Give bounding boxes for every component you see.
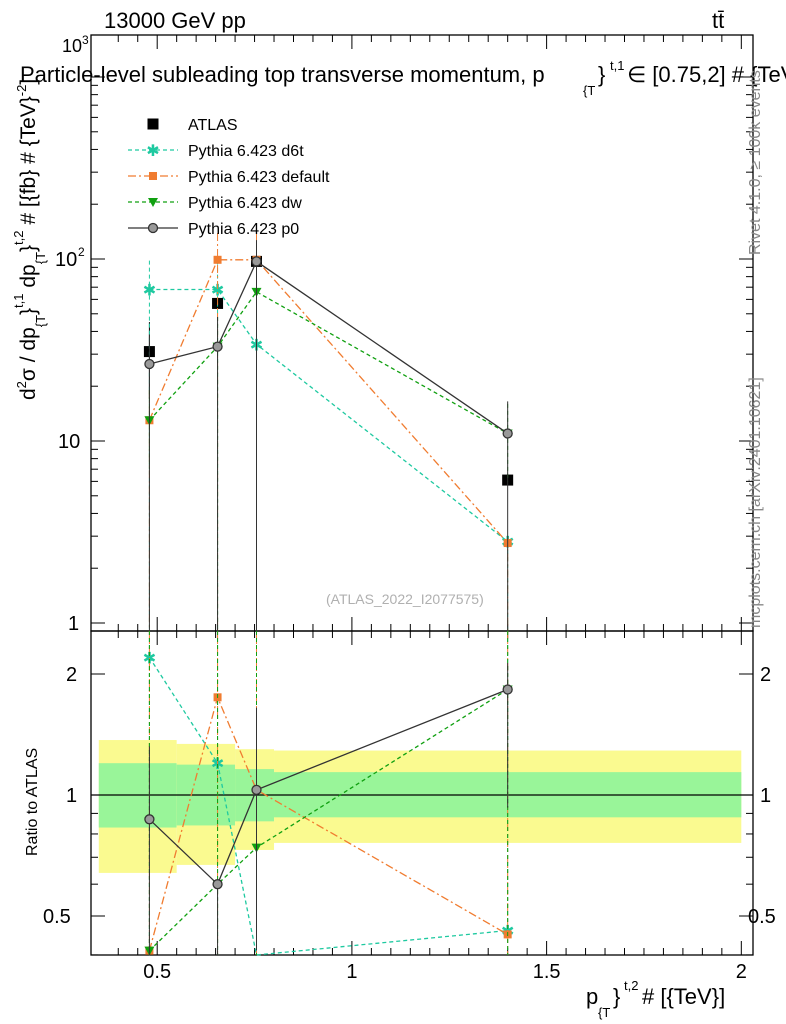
main-y-tick-sup: 2 [78,245,85,259]
legend-item: Pythia 6.423 p0 [128,221,299,238]
y-exponent-sup: 3 [82,33,89,47]
ratio-uncertainty-bands [91,740,753,873]
process-label: tt̄ [712,8,724,33]
ratio-y-tick-label-right: 1 [760,785,771,807]
data-point: ✱ [211,282,224,299]
xlabel-main: p [586,984,598,1009]
analysis-watermark: (ATLAS_2022_I2077575) [326,591,484,607]
ratio-point [502,684,513,695]
x-tick-label: 2 [736,961,747,983]
series-pythia-6-423-p0 [144,240,513,955]
legend-item: Pythia 6.423 dw [128,195,302,212]
ratio-point [251,784,262,795]
legend-item: ✱ Pythia 6.423 d6t [128,143,304,160]
series-line-main [148,290,508,435]
series-line-ratio [148,695,508,951]
legend-label: ATLAS [188,117,238,134]
data-point [213,255,222,264]
series-line-ratio [148,688,509,952]
energy-label: 13000 GeV pp [104,8,246,33]
rivet-label: Rivet 4.1.0, ≥ 100k events [747,70,764,255]
ratio-y-tick-label-right: 0.5 [748,906,776,928]
title-sup: } [598,62,605,87]
series-atlas [143,255,514,486]
legend-label: Pythia 6.423 dw [188,195,302,212]
mcplots-label: mcplots.cern.ch [arXiv:2401.10621] [747,377,764,628]
legend-marker [147,222,159,234]
ratio-y-tick-label-left: 2 [66,664,77,686]
plot-title: 10 3 Particle-level subleading top trans… [20,33,786,98]
xlabel-sup: } [613,984,620,1009]
data-point [251,256,262,267]
main-y-tick-label: 10 [55,249,77,271]
x-tick-label: 0.5 [143,961,171,983]
legend-marker: ✱ [146,143,159,160]
ratio-series [144,663,513,955]
data-point [502,428,513,439]
series-line-main [148,259,509,544]
legend-marker [148,198,158,207]
legend-marker [149,172,157,180]
legend-label: Pythia 6.423 default [188,169,330,186]
legend-label: Pythia 6.423 d6t [188,143,304,160]
title-tail: ∈ [0.75,2] # {TeV} [627,62,786,87]
main-y-tick-label: 1 [68,613,79,635]
legend-item: ATLAS [147,117,238,134]
ratio-point [144,814,155,825]
x-axis-label: p {T } t,2 # [{TeV}] [586,978,725,1020]
x-tick-label: 1.5 [533,961,561,983]
title-sup2: t,1 [610,58,624,73]
ratio-point [212,879,223,890]
title-sub: {T [583,83,595,98]
xlabel-sup2: t,2 [624,978,638,993]
main-y-tick-label: 10 [58,431,80,453]
title-main: Particle-level subleading top transverse… [20,62,545,87]
ratio-y-tick-label-left: 0.5 [43,906,71,928]
legend-item: Pythia 6.423 default [128,169,330,186]
data-point [212,341,223,352]
ratio-y-tick-label-left: 1 [66,785,77,807]
series-line-ratio [148,688,508,886]
main-ylabel-text: d2σ / dp{T}t,1 dp{T}t,2 # [{fb} # {TeV}-… [11,79,48,400]
legend-marker [147,118,159,130]
ratio-panel-frame [90,630,754,956]
ratio-y-axis-label: Ratio to ATLAS [24,748,41,856]
y-exponent-label: 10 [62,36,82,56]
legend: ATLAS ✱ Pythia 6.423 d6t Pythia 6.423 defau… [128,117,330,238]
main-y-axis-label: d2σ / dp{T}t,1 dp{T}t,2 # [{fb} # {TeV}-… [11,79,48,400]
xlabel-sub: {T [598,1005,610,1020]
series-line-main [149,260,509,435]
x-tick-label: 1 [346,961,357,983]
data-series: ✱✱✱✱✱✱✱ [143,232,514,956]
data-point: ✱ [143,282,156,299]
series-line-main [149,288,509,543]
data-point [144,358,155,370]
legend-label: Pythia 6.423 p0 [188,221,299,238]
xlabel-tail: # [{TeV}] [642,984,725,1009]
ratio-y-tick-label-right: 2 [760,664,771,686]
